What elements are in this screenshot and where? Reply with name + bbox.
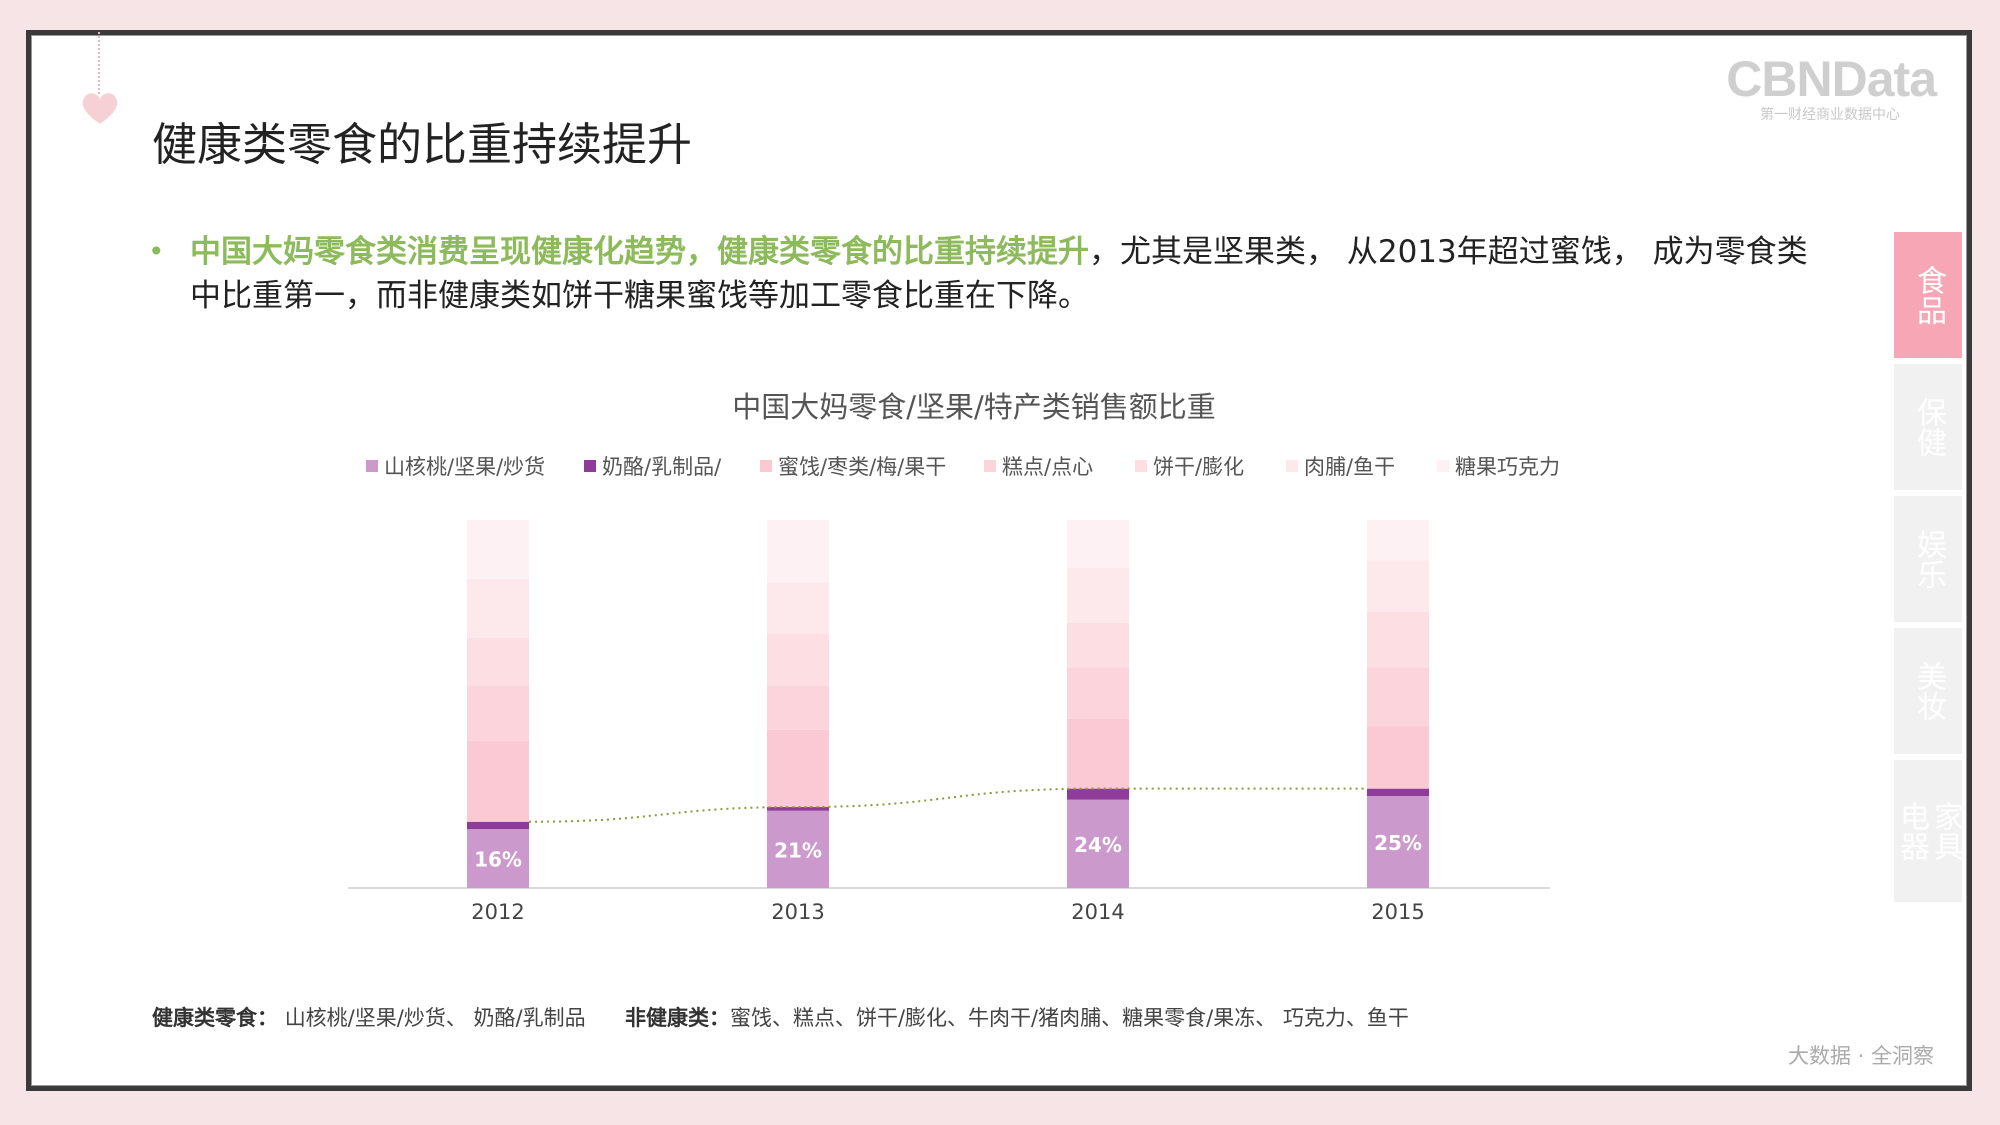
data-label-2012: 16% bbox=[474, 848, 522, 872]
bar-2015-series-1 bbox=[1367, 788, 1429, 796]
x-tick-label-2012: 2012 bbox=[471, 900, 524, 924]
bar-2013-series-6 bbox=[767, 520, 829, 583]
legend-swatch-4 bbox=[1135, 460, 1147, 472]
logo-subtitle: 第一财经商业数据中心 bbox=[1760, 107, 1900, 123]
bar-2012-series-4 bbox=[467, 637, 529, 686]
data-label-2014: 24% bbox=[1074, 833, 1122, 857]
bar-2014-series-4 bbox=[1067, 623, 1129, 668]
healthy-items: 山核桃/坚果/炒货、 奶酪/乳制品 bbox=[284, 1006, 586, 1030]
bar-2015-series-0 bbox=[1367, 796, 1429, 888]
bar-2012-series-5 bbox=[467, 578, 529, 638]
x-tick-label-2013: 2013 bbox=[771, 900, 824, 924]
page-title: 健康类零食的比重持续提升 bbox=[152, 118, 693, 171]
side-tab-3[interactable]: 美妆 bbox=[1894, 628, 1962, 754]
bar-2015-series-2 bbox=[1367, 726, 1429, 789]
logo-brand: CBNData bbox=[1726, 51, 1937, 107]
bar-2013-series-4 bbox=[767, 634, 829, 686]
bar-2015-series-6 bbox=[1367, 520, 1429, 561]
legend-label-3: 糕点/点心 bbox=[1002, 455, 1093, 479]
bar-2012-series-2 bbox=[467, 740, 529, 822]
legend-label-0: 山核桃/坚果/炒货 bbox=[384, 455, 545, 479]
bar-2012-series-6 bbox=[467, 520, 529, 579]
bar-2013-series-3 bbox=[767, 685, 829, 730]
bar-2013-series-1 bbox=[767, 807, 829, 811]
legend-label-4: 饼干/膨化 bbox=[1153, 455, 1244, 479]
legend-swatch-0 bbox=[366, 460, 378, 472]
side-tab-2[interactable]: 娱乐 bbox=[1894, 496, 1962, 622]
bar-2014-series-3 bbox=[1067, 667, 1129, 719]
bar-2014-series-1 bbox=[1067, 788, 1129, 800]
bar-2013-series-2 bbox=[767, 729, 829, 808]
bar-2014-series-5 bbox=[1067, 567, 1129, 624]
bar-2012-series-1 bbox=[467, 821, 529, 830]
legend-swatch-6 bbox=[1437, 460, 1449, 472]
legend-swatch-5 bbox=[1286, 460, 1298, 472]
bullet-rest: ，尤其是坚果类， 从2013年超过蜜饯， 成为零食类中比重第一，而非健康类如饼干… bbox=[190, 234, 1808, 314]
legend-swatch-3 bbox=[984, 460, 996, 472]
chart-legend: 山核桃/坚果/炒货 奶酪/乳制品/蜜饯/枣类/梅/果干 糕点/点心 饼干/膨化 肉脯/鱼… bbox=[366, 455, 1560, 479]
legend-swatch-1 bbox=[584, 460, 596, 472]
bar-2012-series-0 bbox=[467, 829, 529, 888]
bar-2015-series-5 bbox=[1367, 560, 1429, 612]
legend-label-6: 糖果巧克力 bbox=[1455, 455, 1560, 479]
side-tab-1[interactable]: 保健 bbox=[1894, 364, 1962, 490]
legend-swatch-2 bbox=[760, 460, 772, 472]
bar-2014-series-2 bbox=[1067, 718, 1129, 789]
footnote: 健康类零食： 山核桃/坚果/炒货、 奶酪/乳制品 非健康类：蜜饯、糕点、饼干/膨… bbox=[152, 1002, 1409, 1032]
cbndata-logo: CBNData 第一财经商业数据中心 bbox=[1726, 51, 1937, 124]
tagline: 大数据 · 全洞察 bbox=[1787, 1044, 1934, 1068]
bar-2013-series-0 bbox=[767, 810, 829, 888]
chart-title: 中国大妈零食/坚果/特产类销售额比重 bbox=[732, 390, 1216, 424]
data-labels: 16% 21% 24% 25% bbox=[474, 831, 1422, 872]
legend-label-1: 奶酪/乳制品/ bbox=[602, 455, 722, 479]
healthy-label: 健康类零食： bbox=[152, 1006, 278, 1030]
hanging-string bbox=[98, 32, 100, 94]
data-label-2015: 25% bbox=[1374, 831, 1422, 855]
bullet-highlight: 中国大妈零食类消费呈现健康化趋势，健康类零食的比重持续提升 bbox=[190, 234, 1089, 270]
bar-2012-series-3 bbox=[467, 685, 529, 741]
legend-label-5: 肉脯/鱼干 bbox=[1304, 455, 1395, 479]
x-tick-label-2015: 2015 bbox=[1371, 900, 1424, 924]
bullet-dot-icon: • bbox=[148, 235, 165, 268]
heart-icon bbox=[82, 93, 118, 124]
x-tick-label-2014: 2014 bbox=[1071, 900, 1124, 924]
data-label-2013: 21% bbox=[774, 838, 822, 862]
x-axis-labels: 2012 2013 2014 2015 bbox=[471, 900, 1424, 924]
bar-2013-series-5 bbox=[767, 582, 829, 635]
unhealthy-label: 非健康类： bbox=[624, 1006, 730, 1030]
bar-2015-series-4 bbox=[1367, 612, 1429, 668]
legend-label-2: 蜜饯/枣类/梅/果干 bbox=[778, 455, 946, 479]
unhealthy-items: 蜜饯、糕点、饼干/膨化、牛肉干/猪肉脯、糖果零食/果冻、 巧克力、鱼干 bbox=[729, 1006, 1409, 1030]
side-tab-4[interactable]: 家具电器 bbox=[1894, 760, 1963, 902]
trend-line bbox=[528, 787, 1367, 823]
bullet-point: • 中国大妈零食类消费呈现健康化趋势，健康类零食的比重持续提升，尤其是坚果类， … bbox=[148, 230, 1830, 318]
bar-2014-series-6 bbox=[1067, 520, 1129, 568]
chart-bars bbox=[467, 520, 1429, 888]
bar-2014-series-0 bbox=[1067, 799, 1129, 888]
category-side-tabs: 食品 保健 娱乐 美妆 家具电器 bbox=[1894, 232, 1963, 908]
slide-frame bbox=[26, 30, 1972, 1091]
bar-2015-series-3 bbox=[1367, 667, 1429, 727]
side-tab-0[interactable]: 食品 bbox=[1894, 232, 1962, 358]
